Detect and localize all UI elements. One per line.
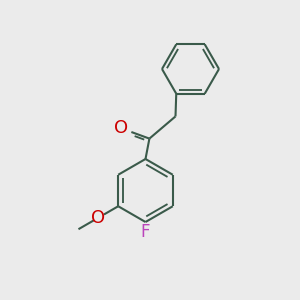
Text: F: F [141,223,150,241]
Text: O: O [114,119,129,137]
Text: O: O [91,209,105,227]
